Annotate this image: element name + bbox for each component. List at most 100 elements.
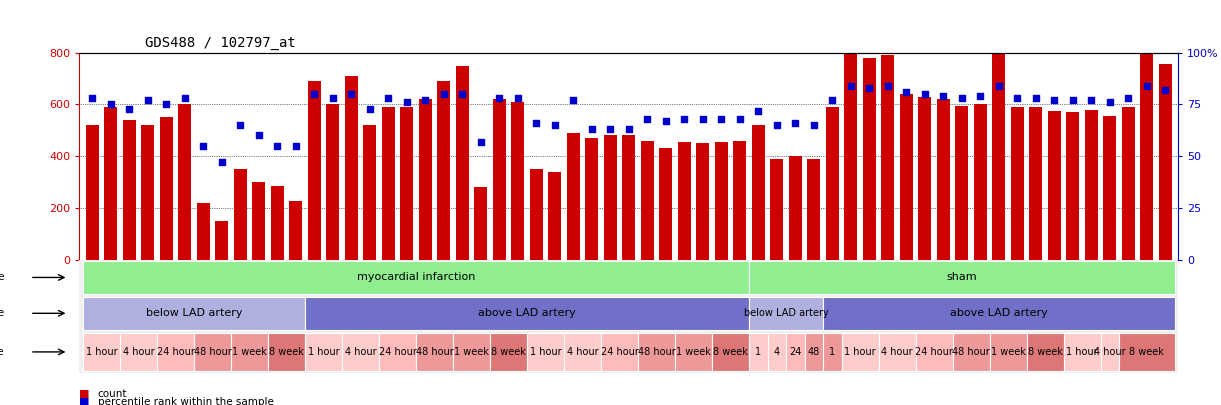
Text: GDS488 / 102797_at: GDS488 / 102797_at: [145, 36, 295, 50]
Bar: [342, 333, 379, 371]
Bar: [712, 333, 748, 371]
Bar: [120, 333, 158, 371]
Bar: [453, 333, 490, 371]
Text: 4: 4: [774, 347, 780, 357]
Point: [730, 115, 750, 122]
Text: 4 hour: 4 hour: [567, 347, 598, 357]
Text: 1 hour: 1 hour: [308, 347, 339, 357]
Point: [83, 95, 103, 101]
Bar: [326, 104, 339, 260]
Bar: [786, 333, 805, 371]
Bar: [900, 94, 913, 260]
Text: disease state: disease state: [0, 273, 5, 282]
Bar: [490, 333, 527, 371]
Point: [545, 122, 564, 128]
Point: [637, 115, 657, 122]
Point: [841, 83, 861, 89]
Text: 8 week: 8 week: [1028, 347, 1062, 357]
Bar: [748, 333, 768, 371]
Bar: [1120, 333, 1175, 371]
Bar: [1011, 107, 1023, 260]
Point: [785, 120, 805, 126]
Bar: [604, 135, 617, 260]
Bar: [918, 97, 932, 260]
Text: ■: ■: [79, 389, 90, 399]
Text: 1 week: 1 week: [676, 347, 711, 357]
Bar: [289, 201, 303, 260]
Bar: [142, 125, 154, 260]
Point: [526, 120, 546, 126]
Bar: [1122, 107, 1134, 260]
Point: [1155, 87, 1175, 93]
Point: [212, 159, 232, 166]
Text: 4 hour: 4 hour: [1094, 347, 1126, 357]
Text: 48 hour: 48 hour: [952, 347, 990, 357]
Bar: [601, 333, 639, 371]
Point: [490, 95, 509, 101]
Bar: [305, 297, 748, 330]
Bar: [158, 333, 194, 371]
Point: [1026, 95, 1045, 101]
Text: 48 hour: 48 hour: [415, 347, 453, 357]
Text: below LAD artery: below LAD artery: [744, 308, 828, 318]
Point: [231, 122, 250, 128]
Bar: [974, 104, 987, 260]
Bar: [364, 125, 376, 260]
Bar: [305, 333, 342, 371]
Point: [767, 122, 786, 128]
Bar: [955, 106, 968, 260]
Point: [1044, 97, 1063, 103]
Bar: [455, 66, 469, 260]
Bar: [916, 333, 952, 371]
Bar: [530, 169, 543, 260]
Text: above LAD artery: above LAD artery: [479, 308, 576, 318]
Point: [934, 93, 954, 99]
Bar: [567, 133, 580, 260]
Point: [564, 97, 584, 103]
Bar: [952, 333, 989, 371]
Text: 24 hour: 24 hour: [379, 347, 416, 357]
Point: [748, 107, 768, 114]
Bar: [231, 333, 269, 371]
Bar: [937, 99, 950, 260]
Text: 48: 48: [807, 347, 821, 357]
Point: [674, 115, 694, 122]
Point: [896, 89, 916, 95]
Bar: [104, 107, 117, 260]
Point: [860, 85, 879, 91]
Point: [694, 115, 713, 122]
Bar: [83, 333, 120, 371]
Point: [601, 126, 620, 132]
Text: 1: 1: [829, 347, 835, 357]
Bar: [197, 202, 210, 260]
Bar: [1140, 53, 1154, 260]
Bar: [83, 297, 305, 330]
Text: 8 week: 8 week: [713, 347, 748, 357]
Bar: [178, 104, 192, 260]
Text: 1 hour: 1 hour: [1066, 347, 1098, 357]
Bar: [1084, 109, 1098, 260]
Bar: [215, 221, 228, 260]
Text: 48 hour: 48 hour: [194, 347, 232, 357]
Bar: [639, 333, 675, 371]
Text: ■: ■: [79, 397, 90, 405]
Bar: [85, 125, 99, 260]
Text: time: time: [0, 347, 5, 357]
Bar: [770, 159, 784, 260]
Text: 24: 24: [789, 347, 801, 357]
Bar: [493, 99, 505, 260]
Point: [508, 95, 527, 101]
Bar: [416, 333, 453, 371]
Text: 8 week: 8 week: [491, 347, 526, 357]
Bar: [527, 333, 564, 371]
Bar: [269, 333, 305, 371]
Bar: [1104, 116, 1116, 260]
Text: 1: 1: [756, 347, 762, 357]
Text: 4 hour: 4 hour: [344, 347, 376, 357]
Point: [471, 139, 491, 145]
Text: 24 hour: 24 hour: [156, 347, 194, 357]
Point: [989, 83, 1009, 89]
Bar: [768, 333, 786, 371]
Bar: [585, 138, 598, 260]
Point: [656, 118, 675, 124]
